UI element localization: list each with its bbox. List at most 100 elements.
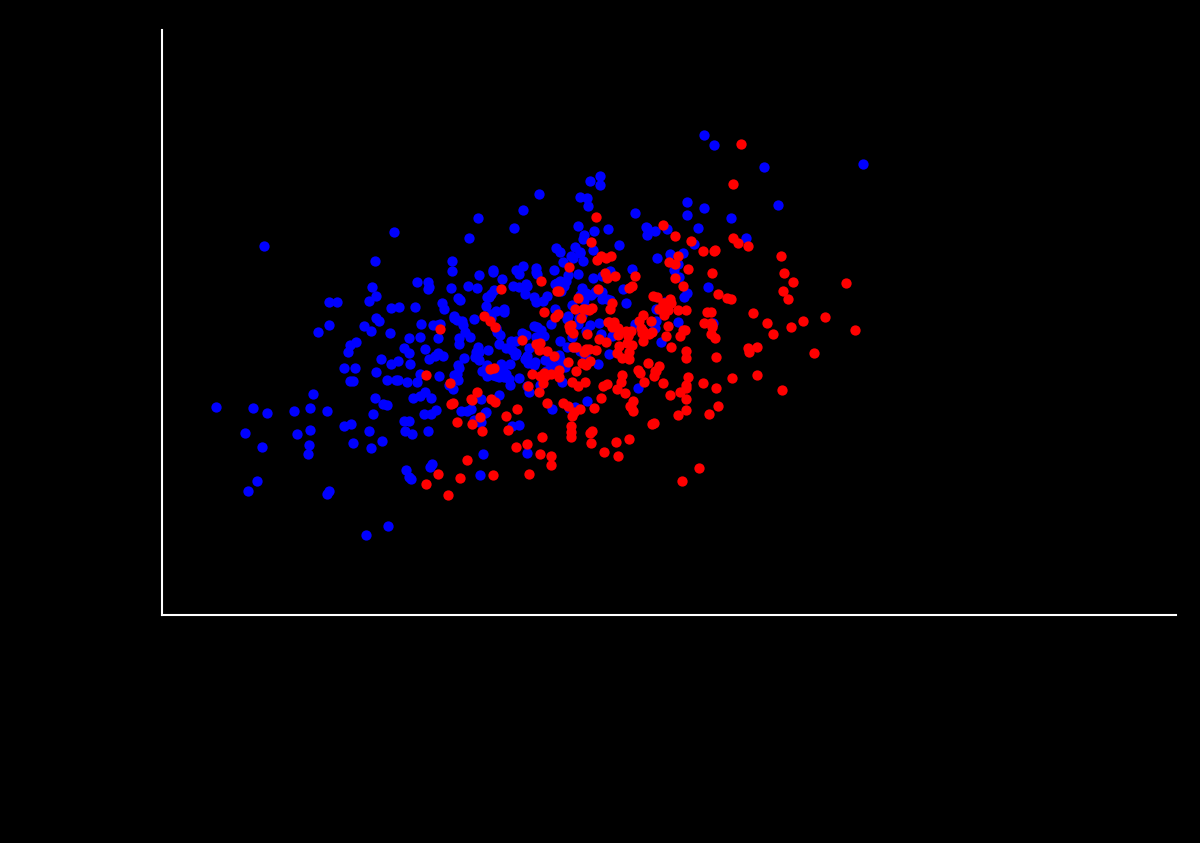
Point: [607, 382, 626, 395]
Point: [484, 468, 503, 481]
Point: [448, 373, 467, 386]
Point: [512, 326, 532, 340]
Point: [364, 407, 383, 421]
Point: [604, 315, 623, 329]
Point: [415, 407, 434, 421]
Point: [647, 314, 666, 327]
Point: [805, 346, 824, 360]
Point: [544, 263, 563, 277]
Point: [763, 327, 782, 341]
Point: [731, 137, 750, 151]
Point: [643, 290, 662, 303]
Point: [594, 445, 613, 459]
Point: [571, 245, 590, 259]
Point: [551, 275, 570, 288]
Point: [559, 260, 578, 274]
Point: [617, 336, 636, 350]
Point: [378, 519, 397, 533]
Point: [584, 225, 604, 239]
Point: [738, 341, 757, 355]
Point: [533, 430, 552, 443]
Point: [629, 363, 648, 377]
Point: [568, 220, 587, 234]
Point: [475, 309, 494, 323]
Point: [586, 285, 605, 298]
Point: [527, 268, 546, 282]
Point: [491, 357, 510, 371]
Point: [781, 320, 800, 334]
Point: [396, 424, 415, 438]
Point: [606, 435, 625, 448]
Point: [360, 425, 379, 438]
Point: [380, 327, 400, 341]
Point: [452, 314, 472, 328]
Point: [478, 361, 497, 374]
Point: [497, 367, 516, 380]
Point: [475, 406, 494, 420]
Point: [377, 399, 396, 412]
Point: [458, 404, 478, 417]
Point: [648, 252, 667, 266]
Point: [574, 254, 593, 267]
Point: [673, 323, 692, 336]
Point: [541, 317, 560, 330]
Point: [506, 441, 526, 454]
Point: [532, 323, 551, 336]
Point: [590, 178, 610, 191]
Point: [444, 368, 463, 382]
Point: [587, 343, 606, 357]
Point: [546, 303, 565, 316]
Point: [702, 319, 721, 332]
Point: [420, 352, 439, 366]
Point: [648, 290, 667, 303]
Point: [458, 454, 478, 467]
Point: [659, 303, 678, 317]
Point: [779, 292, 798, 305]
Point: [542, 403, 562, 416]
Point: [461, 393, 480, 406]
Point: [576, 342, 595, 356]
Point: [420, 460, 439, 474]
Point: [632, 325, 652, 339]
Point: [252, 440, 271, 454]
Point: [362, 280, 382, 293]
Point: [550, 370, 569, 384]
Point: [432, 296, 451, 309]
Point: [433, 350, 452, 363]
Point: [718, 292, 737, 305]
Point: [343, 374, 362, 388]
Point: [706, 351, 725, 364]
Point: [361, 442, 380, 455]
Point: [517, 437, 536, 450]
Point: [558, 309, 577, 323]
Point: [335, 361, 354, 374]
Point: [486, 304, 505, 318]
Point: [479, 343, 498, 357]
Point: [668, 303, 688, 317]
Point: [721, 211, 740, 224]
Point: [772, 383, 791, 396]
Point: [576, 358, 595, 372]
Point: [739, 346, 758, 359]
Point: [535, 354, 554, 368]
Point: [448, 367, 467, 380]
Point: [625, 317, 644, 330]
Point: [558, 400, 577, 413]
Point: [670, 270, 689, 283]
Point: [563, 251, 582, 265]
Point: [563, 298, 582, 312]
Point: [518, 357, 538, 370]
Point: [554, 279, 574, 293]
Point: [575, 350, 594, 363]
Point: [444, 309, 463, 323]
Point: [575, 303, 594, 316]
Point: [580, 319, 599, 332]
Point: [602, 330, 622, 343]
Point: [622, 279, 641, 293]
Point: [541, 368, 560, 381]
Point: [534, 329, 553, 342]
Point: [346, 335, 365, 348]
Point: [570, 311, 589, 325]
Point: [382, 301, 401, 314]
Point: [510, 267, 529, 281]
